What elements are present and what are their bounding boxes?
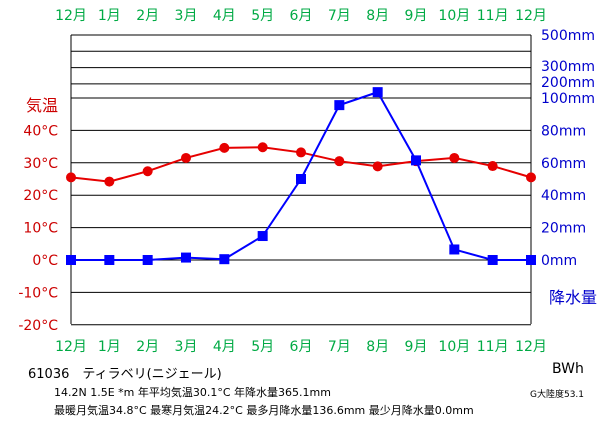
- temperature-point: [142, 166, 153, 177]
- precipitation-point: [372, 87, 383, 98]
- right-axis-tick-label: 100mm: [541, 91, 595, 107]
- month-tick-label-top: 8月: [366, 8, 389, 24]
- month-tick-label-top: 12月: [55, 8, 87, 24]
- right-axis-title: 降水量: [549, 288, 597, 307]
- left-axis-tick-label: 30°C: [23, 156, 58, 172]
- temperature-point: [372, 161, 383, 172]
- month-tick-label-top: 10月: [438, 8, 470, 24]
- continentality-index: G大陸度53.1: [530, 390, 585, 400]
- month-tick-label-top: 12月: [515, 8, 547, 24]
- left-axis-tick-label: 0°C: [32, 253, 58, 269]
- month-tick-label-top: 6月: [290, 8, 313, 24]
- precipitation-point: [449, 244, 460, 255]
- left-axis-tick-label: 10°C: [23, 221, 58, 237]
- precipitation-point: [219, 254, 230, 265]
- precipitation-point: [181, 252, 191, 263]
- right-axis-tick-label: 60mm: [541, 156, 586, 172]
- right-axis-tick-label: 40mm: [541, 188, 586, 204]
- left-axis-title: 気温: [26, 96, 58, 115]
- station-coordinates-summary: 14.2N 1.5E *m 年平均気温30.1°C 年降水量365.1mm: [54, 386, 331, 399]
- temperature-point: [296, 147, 306, 158]
- month-tick-label-top: 11月: [477, 8, 509, 24]
- precipitation-point: [104, 255, 115, 265]
- left-axis-tick-labels: 40°C 30°C 20°C 10°C 0°C -10°C -20°C: [18, 123, 58, 333]
- month-tick-label-bottom: 2月: [136, 339, 159, 355]
- left-axis-tick-label: 20°C: [23, 188, 58, 204]
- month-tick-label-bottom: 1月: [98, 339, 121, 355]
- temperature-point: [334, 156, 345, 167]
- precipitation-point: [526, 255, 536, 265]
- temperature-point: [487, 161, 498, 172]
- month-tick-label-bottom: 5月: [251, 339, 274, 355]
- month-tick-label-top: 2月: [136, 8, 159, 24]
- right-axis-tick-label: 200mm: [541, 75, 595, 91]
- monthly-extremes-summary: 最暖月気温34.8°C 最寒月気温24.2°C 最多月降水量136.6mm 最少…: [54, 404, 474, 417]
- month-tick-label-bottom: 4月: [213, 339, 236, 355]
- left-axis-tick-label: 40°C: [23, 123, 58, 139]
- temperature-point: [104, 176, 115, 187]
- month-tick-label-bottom: 6月: [290, 339, 313, 355]
- precipitation-point: [334, 100, 345, 111]
- precipitation-point: [257, 231, 268, 242]
- month-tick-label-bottom: 10月: [438, 339, 470, 355]
- month-tick-label-bottom: 9月: [405, 339, 428, 355]
- left-axis-tick-label: -10°C: [18, 285, 58, 301]
- temperature-point: [526, 172, 536, 183]
- precipitation-point: [142, 255, 153, 265]
- right-axis-tick-label: 500mm: [541, 28, 595, 44]
- temperature-point: [181, 152, 191, 163]
- station-name: 61036 ティラベリ(ニジェール): [28, 367, 222, 382]
- top-month-labels: 12月 1月 2月 3月 4月 5月 6月 7月 8月 9月 10月 11月 12月: [55, 8, 547, 24]
- temperature-point: [257, 142, 268, 153]
- temperature-point: [219, 142, 230, 153]
- climate-classification: BWh: [552, 361, 584, 377]
- right-axis-tick-label: 0mm: [541, 253, 577, 269]
- right-axis-tick-label: 300mm: [541, 59, 595, 75]
- precipitation-point: [296, 174, 306, 184]
- precipitation-point: [411, 155, 421, 166]
- right-axis-tick-label: 80mm: [541, 123, 586, 139]
- precipitation-point: [66, 255, 76, 265]
- month-tick-label-bottom: 7月: [328, 339, 351, 355]
- month-tick-label-bottom: 12月: [515, 339, 547, 355]
- month-tick-label-bottom: 12月: [55, 339, 87, 355]
- month-tick-label-top: 9月: [405, 8, 428, 24]
- temperature-point: [449, 152, 460, 163]
- month-tick-label-top: 7月: [328, 8, 351, 24]
- month-tick-label-top: 5月: [251, 8, 274, 24]
- right-axis-tick-label: 20mm: [541, 221, 586, 237]
- month-tick-label-top: 1月: [98, 8, 121, 24]
- bottom-month-labels: 12月 1月 2月 3月 4月 5月 6月 7月 8月 9月 10月 11月 12月: [55, 339, 547, 355]
- temperature-point: [66, 172, 76, 183]
- left-axis-tick-label: -20°C: [18, 318, 58, 334]
- month-tick-label-bottom: 8月: [366, 339, 389, 355]
- month-tick-label-top: 4月: [213, 8, 236, 24]
- grid-lines: [71, 34, 531, 326]
- month-tick-label-top: 3月: [175, 8, 198, 24]
- series-layer: [66, 87, 536, 265]
- month-tick-label-bottom: 3月: [175, 339, 198, 355]
- month-tick-label-bottom: 11月: [477, 339, 509, 355]
- precipitation-point: [487, 255, 498, 265]
